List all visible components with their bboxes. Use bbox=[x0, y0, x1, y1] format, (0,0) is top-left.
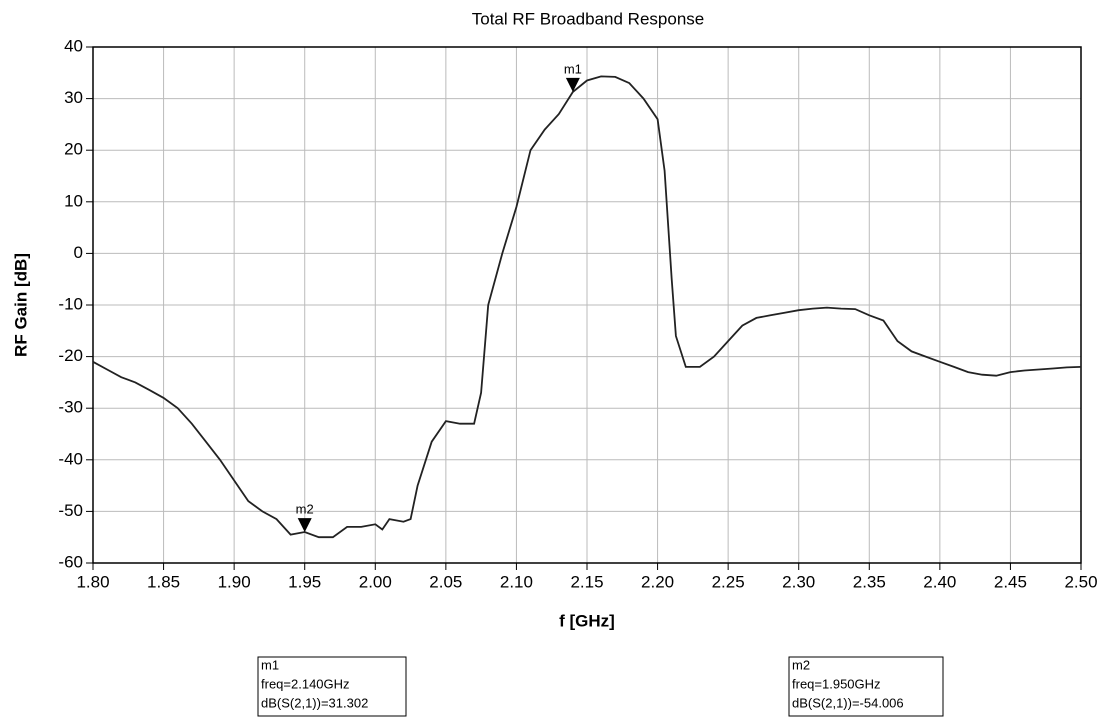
marker-box bbox=[788, 656, 944, 717]
x-tick-label: 2.10 bbox=[500, 572, 533, 591]
x-tick-label: 2.00 bbox=[359, 572, 392, 591]
x-tick-label: 2.35 bbox=[853, 572, 886, 591]
x-tick-label: 2.25 bbox=[712, 572, 745, 591]
y-tick-label: -40 bbox=[58, 449, 83, 468]
y-tick-label: -10 bbox=[58, 294, 83, 313]
x-tick-label: 2.45 bbox=[994, 572, 1027, 591]
marker-box-name: m1 bbox=[261, 657, 279, 672]
y-tick-label: -30 bbox=[58, 398, 83, 417]
plot-frame bbox=[92, 46, 1082, 564]
x-tick-label: 2.30 bbox=[782, 572, 815, 591]
x-tick-label: 2.40 bbox=[923, 572, 956, 591]
marker-box-value: dB(S(2,1))=31.302 bbox=[261, 695, 368, 710]
marker-box-value: dB(S(2,1))=-54.006 bbox=[792, 695, 904, 710]
x-tick-label: 1.80 bbox=[76, 572, 109, 591]
marker-label: m2 bbox=[296, 502, 314, 517]
marker-box-freq: freq=1.950GHz bbox=[792, 676, 881, 691]
chart-title: Total RF Broadband Response bbox=[472, 9, 704, 28]
y-tick-label: -20 bbox=[58, 346, 83, 365]
x-tick-label: 2.50 bbox=[1064, 572, 1097, 591]
x-tick-label: 2.15 bbox=[570, 572, 603, 591]
y-tick-label: 10 bbox=[64, 191, 83, 210]
y-tick-label: 0 bbox=[74, 243, 83, 262]
y-tick-label: -60 bbox=[58, 552, 83, 571]
y-tick-label: -50 bbox=[58, 501, 83, 520]
marker-label: m1 bbox=[564, 61, 582, 76]
marker-triangle bbox=[297, 518, 312, 533]
marker-box-freq: freq=2.140GHz bbox=[261, 676, 350, 691]
y-tick-label: 30 bbox=[64, 88, 83, 107]
data-line bbox=[92, 75, 1082, 539]
y-tick-label: 20 bbox=[64, 140, 83, 159]
y-tick-label: 40 bbox=[64, 36, 83, 55]
x-tick-label: 1.85 bbox=[147, 572, 180, 591]
x-tick-label: 2.20 bbox=[641, 572, 674, 591]
x-tick-label: 2.05 bbox=[429, 572, 462, 591]
x-tick-label: 1.90 bbox=[218, 572, 251, 591]
y-axis-label: RF Gain [dB] bbox=[11, 253, 30, 357]
marker-triangle bbox=[565, 77, 580, 92]
x-tick-label: 1.95 bbox=[288, 572, 321, 591]
marker-box bbox=[257, 656, 407, 717]
x-axis-label: f [GHz] bbox=[559, 611, 615, 630]
marker-box-name: m2 bbox=[792, 657, 810, 672]
